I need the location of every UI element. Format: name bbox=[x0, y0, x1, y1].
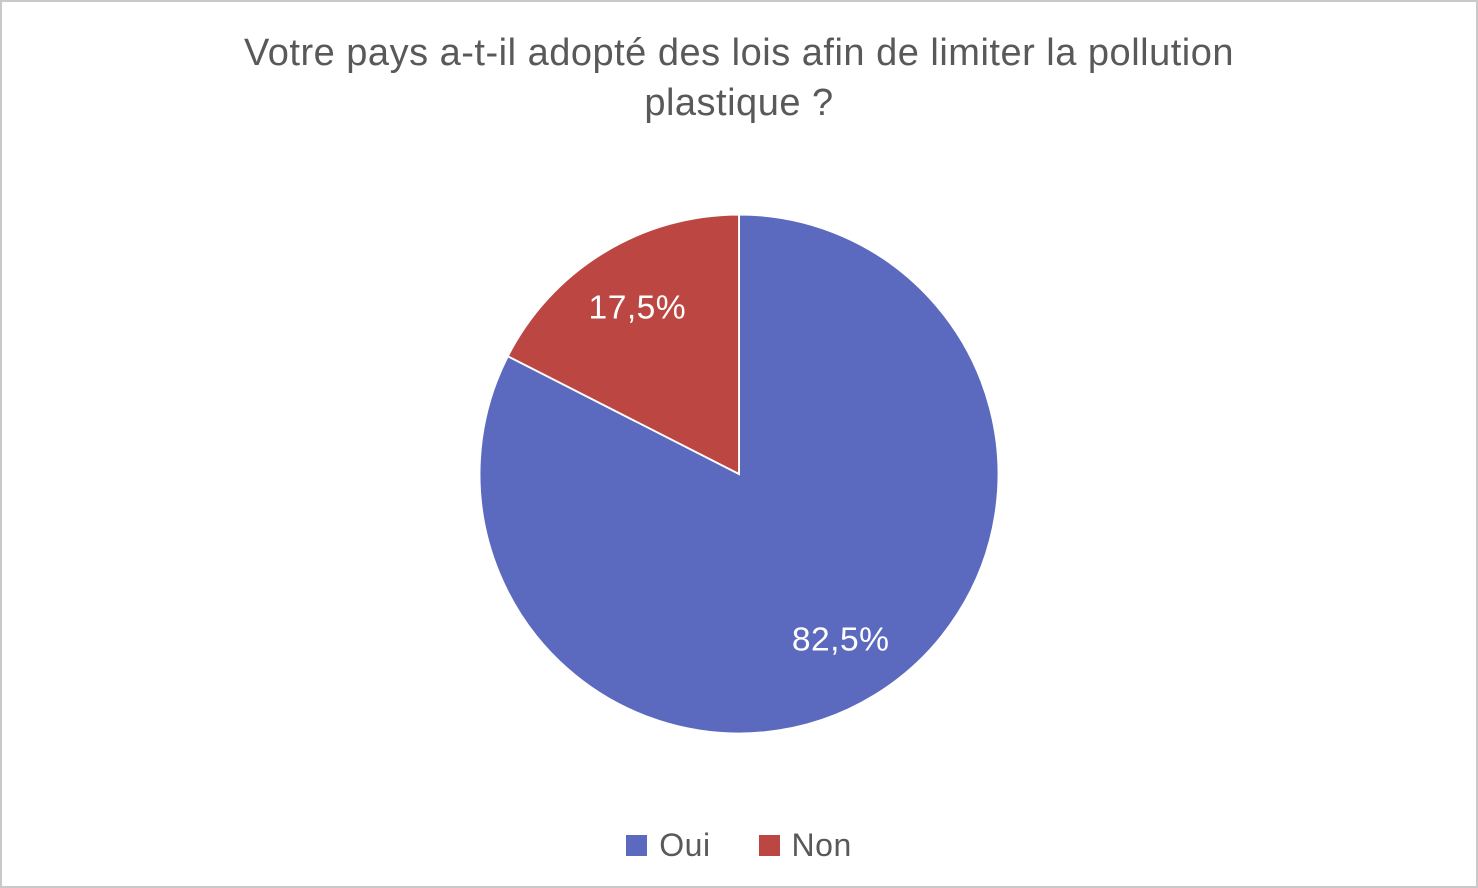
pie-chart-svg: 82,5% 17,5% bbox=[478, 213, 1000, 735]
legend-item-oui: Oui bbox=[626, 827, 710, 864]
slice-value-label: 82,5% bbox=[792, 621, 890, 658]
legend-swatch bbox=[758, 835, 780, 856]
chart-legend: Oui Non bbox=[2, 827, 1476, 864]
legend-label: Oui bbox=[659, 827, 711, 863]
legend-item-non: Non bbox=[758, 827, 852, 864]
pie-slice-non bbox=[506, 213, 740, 476]
legend-label: Non bbox=[791, 827, 852, 863]
legend-swatch bbox=[626, 835, 648, 856]
pie-chart: 82,5% 17,5% bbox=[459, 194, 1019, 754]
slice-value-label: 17,5% bbox=[589, 290, 687, 327]
chart-title: Votre pays a-t-il adopté des lois afin d… bbox=[244, 32, 1234, 125]
